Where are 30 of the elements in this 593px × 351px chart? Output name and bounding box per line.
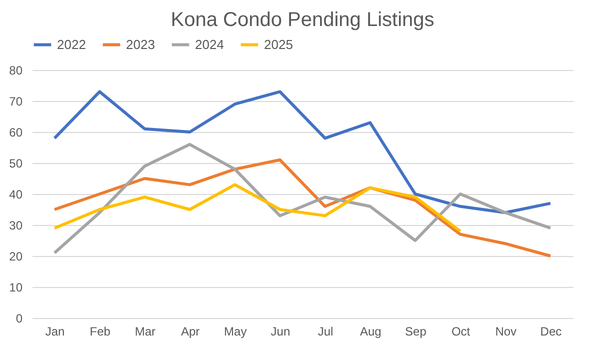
x-tick-label: Apr — [180, 324, 200, 338]
x-tick-label: Nov — [495, 324, 517, 338]
y-tick-label: 20 — [9, 250, 23, 264]
line-series — [53, 90, 552, 214]
x-tick-label: Mar — [134, 324, 156, 338]
legend-label: 2024 — [195, 36, 224, 52]
y-tick-label: 60 — [9, 126, 23, 140]
line-series — [53, 142, 552, 254]
line-series — [53, 158, 552, 258]
chart-title: Kona Condo Pending Listings — [170, 9, 434, 31]
x-tick-label: May — [224, 324, 247, 338]
x-tick-label: Jun — [270, 324, 290, 338]
y-tick-label: 70 — [9, 94, 23, 108]
x-tick-label: Jan — [45, 324, 65, 338]
legend-label: 2025 — [264, 36, 293, 52]
y-tick-label: 80 — [9, 64, 23, 78]
x-tick-label: Dec — [540, 324, 562, 338]
y-tick-label: 0 — [16, 312, 23, 326]
y-tick-label: 10 — [9, 280, 23, 294]
legend-label: 2023 — [126, 36, 155, 52]
x-tick-label: Feb — [90, 324, 111, 338]
y-tick-label: 50 — [9, 156, 23, 170]
x-tick-label: Oct — [451, 324, 471, 338]
legend-label: 2022 — [57, 36, 86, 52]
x-tick-label: Jul — [318, 324, 334, 338]
x-tick-label: Aug — [360, 324, 382, 338]
line-series — [53, 183, 462, 233]
y-tick-label: 30 — [9, 218, 23, 232]
x-tick-label: Sep — [405, 324, 427, 338]
y-tick-label: 40 — [9, 188, 23, 202]
